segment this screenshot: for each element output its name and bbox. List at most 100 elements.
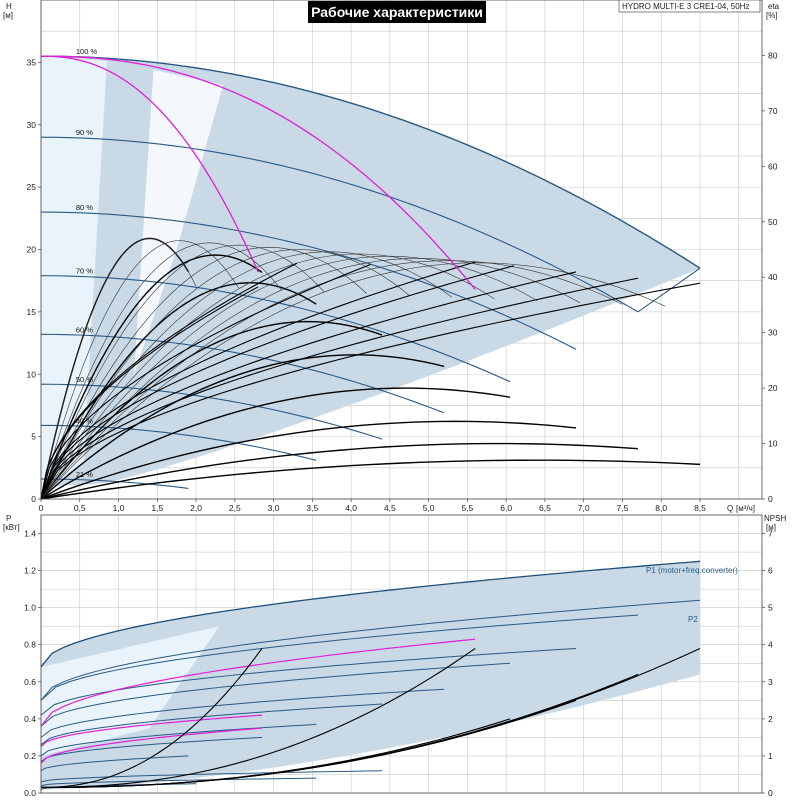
bottom-y-left-label: P [6, 514, 11, 523]
y2-tick-label: 70 [768, 106, 778, 116]
efficiency-curve [40, 387, 511, 500]
rising-curve [40, 265, 515, 500]
efficiency-curve-thin [40, 246, 367, 500]
bottom-curves [40, 614, 701, 790]
y2-tick-label: 10 [768, 439, 778, 449]
model-box [618, 0, 761, 13]
speed-label: 50 % [76, 375, 93, 384]
y2-tick-label: 4 [768, 640, 773, 650]
x-tick-label: 4,5 [384, 503, 396, 513]
efficiency-curve-thin [40, 244, 325, 500]
bottom-y-right-label: NPSH [764, 514, 786, 523]
bottom-y-left-unit: [кВт] [3, 523, 20, 532]
rising-curve [40, 277, 639, 500]
title-box [308, 1, 486, 23]
y-tick-label: 0.2 [24, 751, 36, 761]
x-tick-label: 7,0 [578, 503, 590, 513]
y2-tick-label: 3 [768, 677, 773, 687]
speed-curve-21 [40, 478, 189, 489]
bottom-frame: 0.0 0.2 0.4 0.6 0.8 1.0 1.2 1.4 0 1 2 3 4 5 6 7 [24, 514, 773, 798]
x-tick-label: 6,5 [539, 503, 551, 513]
bottom-operating-envelope [40, 560, 701, 790]
p2-curve [40, 599, 701, 701]
x-tick-label: 3,0 [268, 503, 280, 513]
efficiency-curve-thin [40, 249, 410, 500]
power-speed-curve [40, 662, 511, 727]
magenta-curve [40, 55, 476, 290]
power-magenta-curve [40, 727, 262, 764]
y-tick-label: 10 [27, 369, 37, 379]
speed-curve-90 [40, 136, 639, 313]
efficiency-curve [40, 442, 639, 500]
x-tick-label: 7,5 [617, 503, 629, 513]
speed-label: 90 % [76, 128, 93, 137]
y-tick-label: 20 [27, 245, 37, 255]
power-speed-curve [40, 614, 638, 701]
power-flow-panel: 0.0 0.2 0.4 0.6 0.8 1.0 1.2 1.4 0 1 2 3 4 5 6 7 [24, 514, 773, 798]
operating-envelope [41, 56, 700, 487]
y-tick-label: 0.0 [24, 788, 36, 798]
low-flow-band [134, 69, 224, 375]
power-speed-curve [40, 755, 189, 772]
top-y-left-unit: [м] [3, 11, 13, 20]
y-tick-label: 5 [31, 432, 36, 442]
y2-tick-label: 40 [768, 272, 778, 282]
legend-p1: P1 (motor+freq.converter) [646, 566, 738, 575]
x-tick-label: 3,5 [306, 503, 318, 513]
speed-label: 21 % [76, 470, 93, 479]
power-speed-curve [40, 688, 445, 738]
y2-tick-label: 30 [768, 328, 778, 338]
rising-curve [40, 271, 577, 500]
speed-curve-50 [40, 383, 383, 440]
y2-tick-label: 2 [768, 714, 773, 724]
y2-tick-label: 1 [768, 751, 773, 761]
speed-label: 70 % [76, 267, 93, 276]
efficiency-curve-thin [40, 238, 197, 500]
p1-curve [40, 560, 701, 668]
legend-p2: P2 [688, 615, 698, 624]
rising-curve [40, 282, 701, 500]
chart-title: Рабочие характеристики [311, 4, 483, 20]
x-tick-label: 8,0 [655, 503, 667, 513]
efficiency-curve-thin [40, 242, 282, 500]
x-tick-label: 6,0 [500, 503, 512, 513]
power-magenta-curve [40, 638, 476, 727]
top-y-left-label: H [6, 2, 12, 11]
top-x-label: Q [727, 504, 733, 513]
npsh-curve [40, 648, 263, 788]
speed-label: 80 % [76, 203, 93, 212]
speed-label: 40 % [76, 416, 93, 425]
x-tick-label: 4,0 [345, 503, 357, 513]
x-tick-label: 0 [39, 503, 44, 513]
rising-curve [40, 286, 259, 500]
top-y-right-unit: [%] [766, 11, 778, 20]
top-frame: 0 0,5 1,0 1,5 2,0 2,5 3,0 3,5 4,0 4,5 5,0 5,5 6,0 6,5… [27, 0, 778, 513]
npsh-curve [40, 647, 476, 788]
power-speed-curve [40, 647, 576, 716]
y-tick-label: 15 [27, 307, 37, 317]
efficiency-curve [40, 354, 445, 500]
efficiency-curve-thin [40, 240, 239, 500]
rising-curve [40, 262, 298, 500]
y-tick-label: 30 [27, 120, 37, 130]
rising-curve [40, 261, 476, 500]
y2-tick-label: 20 [768, 383, 778, 393]
y2-tick-label: 0 [768, 494, 773, 504]
top-curves [40, 55, 701, 500]
x-tick-label: 2,5 [229, 503, 241, 513]
efficiency-curve [40, 459, 701, 500]
y-tick-label: 1.2 [24, 566, 36, 576]
power-magenta-curve [40, 714, 262, 748]
power-speed-curve [40, 723, 317, 757]
y-tick-label: 0 [31, 494, 36, 504]
y2-tick-label: 0 [768, 788, 773, 798]
y-tick-label: 0.8 [24, 640, 36, 650]
top-x-unit: [м³/ч] [736, 504, 755, 513]
y2-tick-label: 6 [768, 566, 773, 576]
x-tick-label: 2,0 [190, 503, 202, 513]
efficiency-curve [40, 282, 317, 500]
npsh-curve [40, 647, 701, 788]
x-tick-label: 5,5 [461, 503, 473, 513]
